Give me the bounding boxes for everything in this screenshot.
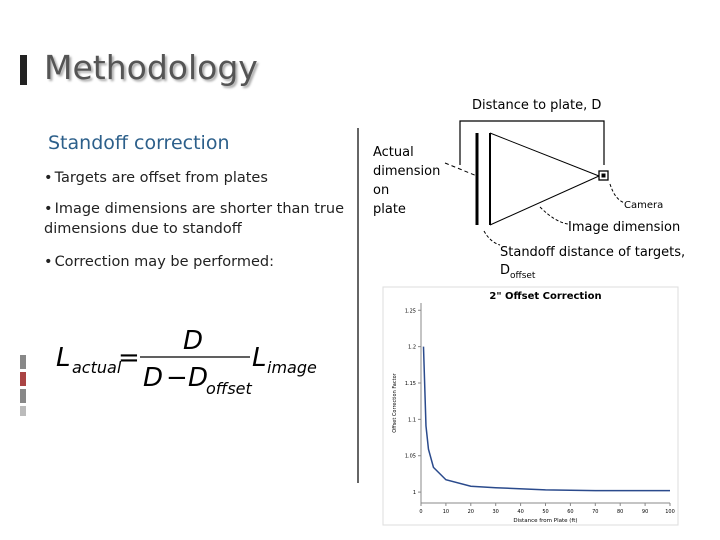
standoff-label: Standoff distance of targets, — [500, 245, 685, 260]
actual-label: Actual — [373, 145, 414, 160]
x-tick-label: 90 — [642, 509, 648, 515]
x-tick-label: 80 — [617, 509, 623, 515]
camera-label: Camera — [624, 200, 663, 211]
bullet: Image dimensions are shorter than true d… — [44, 199, 344, 239]
chart: 2" Offset Correction 1 1.05 1.1 1.15 1.2 1.25 0… — [392, 291, 675, 524]
x-tick-label: 30 — [493, 509, 499, 515]
formula-part: L — [252, 343, 267, 373]
slide-title: Methodology — [44, 48, 258, 87]
x-tick-label: 40 — [517, 509, 523, 515]
y-tick-label: 1 — [413, 490, 416, 496]
camera-lens — [601, 173, 606, 178]
formula-part: actual — [72, 358, 122, 377]
bullet: Correction may be performed: — [44, 252, 344, 272]
leader — [444, 162, 478, 177]
x-tick-label: 70 — [592, 509, 598, 515]
camera — [598, 170, 609, 181]
deco — [20, 389, 26, 403]
y-tick-label: 1.25 — [405, 308, 416, 314]
chart-frame — [382, 286, 679, 526]
formula-part: = — [118, 343, 140, 373]
formula-part: L — [56, 343, 71, 373]
formula-part: D — [188, 363, 208, 393]
standoff-sub: offset — [510, 271, 536, 281]
x-tick-label: 10 — [443, 509, 449, 515]
y-tick-label: 1.1 — [408, 417, 416, 423]
distance-label: Distance to plate, D — [472, 98, 601, 113]
ray — [489, 132, 600, 177]
deco — [20, 372, 26, 386]
x-tick-label: 60 — [567, 509, 573, 515]
title-bar — [20, 55, 27, 85]
leader — [609, 183, 626, 204]
distance-bracket — [459, 120, 605, 165]
diagram — [444, 120, 626, 246]
formula-part: image — [267, 358, 317, 377]
formula: L actual = D D − D offset L image — [56, 326, 317, 398]
y-axis-label: Offset Correction Factor — [392, 372, 398, 432]
data-line — [422, 346, 670, 492]
formula-part: − — [166, 363, 188, 393]
formula-part: D — [143, 363, 163, 393]
ray — [489, 175, 600, 226]
slide-subtitle: Standoff correction — [48, 132, 230, 154]
actual-label: plate — [373, 202, 406, 217]
bullet: Targets are offset from plates — [44, 168, 344, 188]
x-axis-label: Distance from Plate (ft) — [513, 518, 577, 524]
chart-title: 2" Offset Correction — [489, 291, 601, 302]
formula-part: offset — [206, 379, 253, 398]
x-tick-label: 50 — [542, 509, 548, 515]
actual-label: on — [373, 183, 389, 198]
y-tick-label: 1.15 — [405, 381, 416, 387]
y-tick-label: 1.05 — [405, 454, 416, 460]
y-tick-label: 1.2 — [408, 345, 416, 351]
leader — [539, 206, 569, 225]
actual-label: dimension — [373, 164, 440, 179]
standoff-symbol: D — [500, 263, 510, 278]
formula-part: D — [183, 326, 203, 356]
x-tick-label: 20 — [468, 509, 474, 515]
image-label: Image dimension — [568, 220, 680, 235]
deco — [20, 355, 26, 369]
x-tick-label: 0 — [419, 509, 422, 515]
leader — [483, 230, 501, 246]
deco — [20, 406, 26, 416]
x-tick-label: 100 — [665, 509, 675, 515]
